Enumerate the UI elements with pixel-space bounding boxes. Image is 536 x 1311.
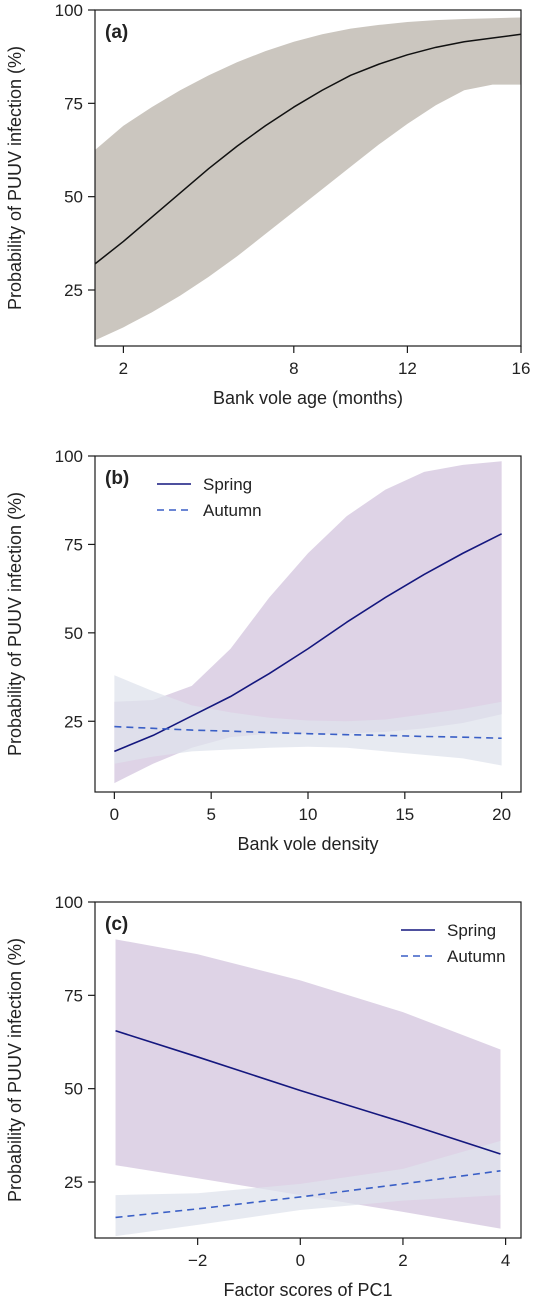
panel-b-spring-ci-band bbox=[114, 461, 502, 784]
panel-a-x-axis: 2 8 12 16 bbox=[119, 346, 531, 378]
panel-b-x-axis: 0 5 10 15 20 bbox=[110, 792, 511, 824]
panel-b-x-tick-label: 15 bbox=[395, 805, 414, 824]
panel-c-x-tick-label: 2 bbox=[398, 1251, 407, 1270]
panel-a-x-tick-label: 12 bbox=[398, 359, 417, 378]
panel-b-x-tick-label: 5 bbox=[206, 805, 215, 824]
panel-b-lines bbox=[114, 533, 502, 753]
panel-b-autumn-ci-band bbox=[114, 675, 502, 766]
panel-c-bands bbox=[115, 939, 501, 1237]
panel-c-spring-ci-band bbox=[115, 939, 501, 1229]
panel-b-legend-autumn-label: Autumn bbox=[203, 501, 262, 520]
panel-a-x-tick-label: 2 bbox=[119, 359, 128, 378]
panel-a-lines bbox=[94, 33, 522, 265]
panel-c-x-tick-label: 4 bbox=[501, 1251, 510, 1270]
panel-c-lines bbox=[115, 1030, 501, 1219]
panel-b: 0 5 10 15 20 25 50 75 100 (b) Bank vole density… bbox=[5, 447, 522, 854]
panel-a-x-tick-label: 8 bbox=[289, 359, 298, 378]
panel-a-y-tick-label: 25 bbox=[64, 281, 83, 300]
panel-a-plot-frame bbox=[94, 9, 522, 347]
panel-b-x-axis-title: Bank vole density bbox=[237, 834, 378, 854]
panel-a-y-tick-label: 100 bbox=[55, 1, 83, 20]
panel-a-mean-ci-band bbox=[95, 17, 521, 341]
panel-a-y-tick-label: 75 bbox=[64, 94, 83, 113]
panel-c-spring-line bbox=[115, 1030, 501, 1155]
panel-c-y-tick-label: 100 bbox=[55, 893, 83, 912]
panel-b-bands bbox=[114, 461, 502, 784]
panel-c-plot-frame bbox=[94, 901, 522, 1239]
panel-b-y-tick-label: 75 bbox=[64, 535, 83, 554]
panel-b-legend-spring-label: Spring bbox=[203, 475, 252, 494]
panel-b-autumn-line bbox=[114, 725, 502, 740]
panel-a: 2 8 12 16 25 50 75 100 (a) Bank vole age (mont… bbox=[5, 1, 530, 408]
panel-c-y-axis: 25 50 75 100 bbox=[55, 893, 95, 1192]
panel-c-y-tick-label: 50 bbox=[64, 1080, 83, 1099]
panel-c-legend-autumn-label: Autumn bbox=[447, 947, 506, 966]
panel-a-y-axis: 25 50 75 100 bbox=[55, 1, 95, 300]
panel-b-y-axis-title: Probability of PUUV infection (%) bbox=[5, 492, 25, 756]
panel-c-label: (c) bbox=[105, 914, 128, 935]
panel-b-x-tick-label: 0 bbox=[110, 805, 119, 824]
panel-c-autumn-line bbox=[115, 1170, 501, 1219]
panel-a-y-axis-title: Probability of PUUV infection (%) bbox=[5, 46, 25, 310]
panel-b-y-axis: 25 50 75 100 bbox=[55, 447, 95, 731]
panel-c-x-tick-label: 0 bbox=[296, 1251, 305, 1270]
panel-c-y-tick-label: 25 bbox=[64, 1173, 83, 1192]
panel-a-x-tick-label: 16 bbox=[512, 359, 531, 378]
panel-b-legend: Spring Autumn bbox=[157, 475, 262, 520]
panel-b-y-tick-label: 25 bbox=[64, 712, 83, 731]
panel-c-x-tick-label: −2 bbox=[188, 1251, 207, 1270]
panel-c-y-tick-label: 75 bbox=[64, 986, 83, 1005]
panel-b-y-tick-label: 50 bbox=[64, 624, 83, 643]
panel-c-legend: Spring Autumn bbox=[401, 921, 506, 966]
panel-a-label: (a) bbox=[105, 22, 128, 43]
panel-b-y-tick-label: 100 bbox=[55, 447, 83, 466]
panel-c-legend-spring-label: Spring bbox=[447, 921, 496, 940]
panel-b-x-tick-label: 10 bbox=[299, 805, 318, 824]
panel-a-x-axis-title: Bank vole age (months) bbox=[213, 388, 403, 408]
panel-a-bands bbox=[95, 17, 521, 341]
panel-c-y-axis-title: Probability of PUUV infection (%) bbox=[5, 938, 25, 1202]
panel-c: −2 0 2 4 25 50 75 100 (c) Factor scores of PC1… bbox=[5, 893, 522, 1300]
panel-c-x-axis-title: Factor scores of PC1 bbox=[223, 1280, 392, 1300]
panel-b-spring-line bbox=[114, 533, 502, 753]
panel-b-label: (b) bbox=[105, 468, 129, 489]
panel-c-autumn-ci-band bbox=[115, 1140, 501, 1237]
panel-c-x-axis: −2 0 2 4 bbox=[188, 1238, 510, 1270]
panel-a-y-tick-label: 50 bbox=[64, 188, 83, 207]
panel-b-x-tick-label: 20 bbox=[492, 805, 511, 824]
panel-a-mean-line bbox=[94, 33, 522, 265]
